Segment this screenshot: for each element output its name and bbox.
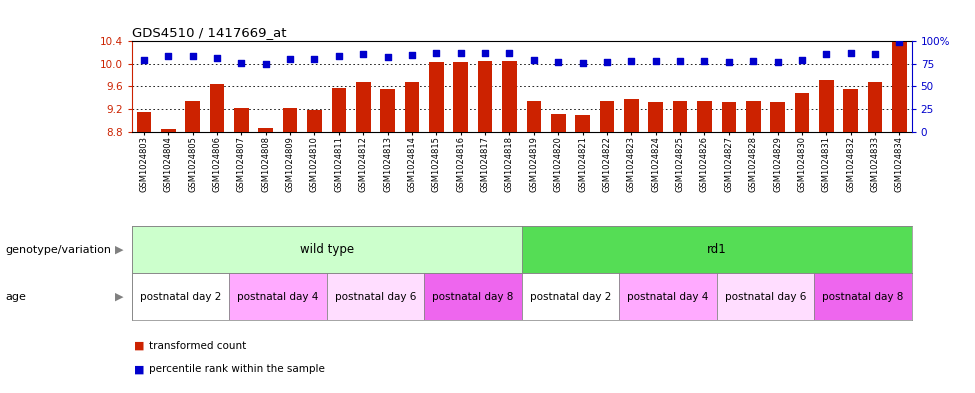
Bar bbox=[746, 101, 760, 132]
Bar bbox=[332, 88, 346, 132]
Bar bbox=[405, 82, 419, 132]
Text: postnatal day 8: postnatal day 8 bbox=[822, 292, 904, 302]
Point bbox=[770, 59, 786, 65]
Bar bbox=[619, 273, 717, 320]
Point bbox=[429, 50, 445, 56]
Point bbox=[234, 60, 250, 66]
Point bbox=[745, 58, 760, 64]
Bar bbox=[161, 129, 176, 132]
Bar bbox=[307, 110, 322, 132]
Bar bbox=[522, 273, 619, 320]
Bar bbox=[453, 62, 468, 132]
Point bbox=[696, 58, 712, 64]
Point bbox=[185, 53, 201, 59]
Bar bbox=[327, 273, 424, 320]
Point bbox=[452, 50, 468, 56]
Bar bbox=[819, 80, 834, 132]
Text: rd1: rd1 bbox=[707, 243, 726, 256]
Point bbox=[160, 53, 176, 59]
Bar bbox=[132, 226, 522, 273]
Point bbox=[501, 50, 517, 56]
Point bbox=[526, 57, 542, 63]
Point bbox=[868, 51, 883, 57]
Text: postnatal day 2: postnatal day 2 bbox=[529, 292, 611, 302]
Bar bbox=[258, 128, 273, 132]
Point bbox=[283, 56, 298, 62]
Text: postnatal day 4: postnatal day 4 bbox=[237, 292, 319, 302]
Point bbox=[647, 58, 663, 64]
Bar bbox=[892, 42, 907, 132]
Text: postnatal day 8: postnatal day 8 bbox=[432, 292, 514, 302]
Bar bbox=[380, 89, 395, 132]
Bar bbox=[575, 115, 590, 132]
Bar bbox=[697, 101, 712, 132]
Bar bbox=[229, 273, 327, 320]
Point bbox=[819, 51, 835, 57]
Bar bbox=[795, 93, 809, 132]
Bar bbox=[234, 108, 249, 132]
Text: ▶: ▶ bbox=[115, 292, 124, 302]
Point bbox=[550, 59, 566, 65]
Point bbox=[891, 39, 907, 45]
Bar bbox=[522, 226, 912, 273]
Bar bbox=[526, 101, 541, 132]
Point bbox=[794, 57, 809, 63]
Point bbox=[599, 59, 615, 65]
Text: percentile rank within the sample: percentile rank within the sample bbox=[149, 364, 325, 375]
Point bbox=[136, 57, 152, 63]
Text: transformed count: transformed count bbox=[149, 341, 247, 351]
Text: GDS4510 / 1417669_at: GDS4510 / 1417669_at bbox=[132, 26, 286, 39]
Point bbox=[209, 54, 224, 61]
Text: postnatal day 6: postnatal day 6 bbox=[334, 292, 416, 302]
Point bbox=[380, 53, 396, 60]
Point bbox=[331, 53, 347, 59]
Bar bbox=[478, 61, 492, 132]
Text: ■: ■ bbox=[134, 341, 144, 351]
Point bbox=[355, 51, 370, 57]
Bar bbox=[551, 114, 566, 132]
Point bbox=[624, 58, 640, 64]
Point bbox=[842, 50, 859, 56]
Bar bbox=[356, 82, 370, 132]
Bar bbox=[502, 61, 517, 132]
Bar bbox=[717, 273, 814, 320]
Bar bbox=[868, 82, 882, 132]
Bar bbox=[843, 89, 858, 132]
Bar bbox=[814, 273, 912, 320]
Bar bbox=[185, 101, 200, 132]
Bar bbox=[770, 102, 785, 132]
Bar bbox=[136, 112, 151, 132]
Point bbox=[404, 52, 419, 58]
Text: wild type: wild type bbox=[299, 243, 354, 256]
Point bbox=[306, 56, 322, 62]
Bar bbox=[210, 84, 224, 132]
Bar bbox=[429, 62, 444, 132]
Text: postnatal day 6: postnatal day 6 bbox=[724, 292, 806, 302]
Point bbox=[575, 60, 591, 66]
Text: age: age bbox=[5, 292, 25, 302]
Point bbox=[673, 58, 688, 64]
Point bbox=[478, 50, 492, 56]
Bar bbox=[722, 102, 736, 132]
Bar bbox=[624, 99, 639, 132]
Text: genotype/variation: genotype/variation bbox=[5, 244, 111, 255]
Text: postnatal day 2: postnatal day 2 bbox=[139, 292, 221, 302]
Bar bbox=[132, 273, 229, 320]
Point bbox=[257, 61, 273, 67]
Bar bbox=[283, 108, 297, 132]
Bar bbox=[648, 102, 663, 132]
Text: postnatal day 4: postnatal day 4 bbox=[627, 292, 709, 302]
Bar bbox=[673, 101, 687, 132]
Text: ■: ■ bbox=[134, 364, 144, 375]
Bar bbox=[600, 101, 614, 132]
Bar bbox=[424, 273, 522, 320]
Point bbox=[722, 59, 737, 65]
Text: ▶: ▶ bbox=[115, 244, 124, 255]
